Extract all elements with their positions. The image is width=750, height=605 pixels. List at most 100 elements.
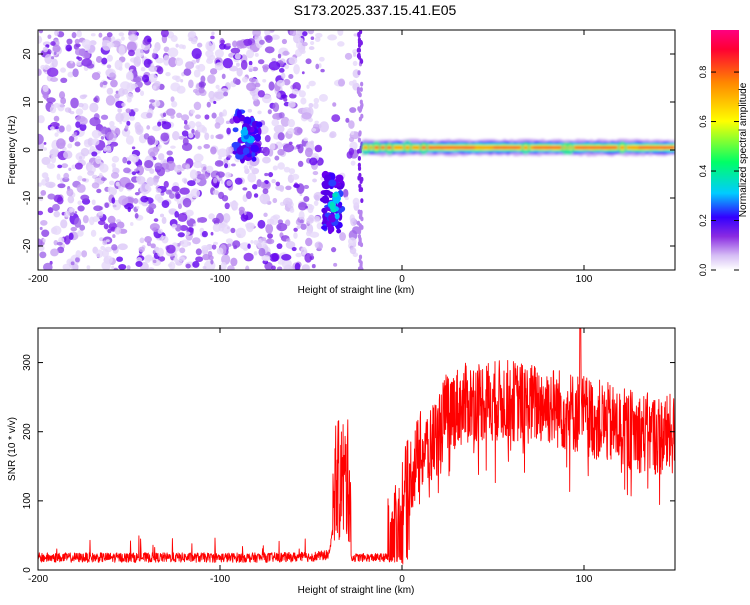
noise-speck: [350, 131, 355, 136]
noise-speck: [73, 132, 78, 136]
noise-speck: [102, 39, 108, 47]
noise-speck: [230, 227, 236, 234]
noise-speck: [77, 205, 85, 212]
noise-speck: [231, 163, 236, 167]
streak-speck: [360, 81, 364, 87]
noise-speck: [71, 31, 77, 39]
noise-speck: [105, 131, 114, 141]
noise-speck: [47, 207, 54, 214]
noise-speck: [75, 121, 81, 129]
noise-speck: [68, 167, 72, 171]
noise-speck: [112, 204, 117, 208]
noise-speck: [180, 239, 190, 248]
noise-speck: [122, 156, 128, 164]
noise-speck: [204, 132, 210, 141]
noise-speck: [214, 91, 225, 100]
noise-speck: [130, 222, 134, 227]
noise-speck: [226, 180, 233, 187]
noise-speck: [348, 136, 355, 143]
noise-speck: [262, 79, 267, 83]
noise-speck: [133, 108, 139, 113]
noise-speck: [91, 151, 98, 157]
noise-speck: [78, 155, 83, 160]
noise-speck: [110, 172, 120, 179]
noise-speck: [274, 155, 280, 161]
noise-speck: [168, 193, 175, 199]
noise-speck: [90, 229, 97, 237]
noise-speck: [111, 197, 116, 204]
spectrogram-x-label: Height of straight line (km): [298, 285, 415, 296]
noise-speck: [305, 237, 313, 247]
noise-speck: [215, 84, 220, 89]
noise-speck: [352, 79, 357, 85]
noise-speck: [74, 38, 80, 45]
noise-speck: [269, 142, 276, 151]
noise-speck: [203, 166, 207, 171]
noise-speck: [173, 165, 182, 173]
noise-speck: [317, 160, 323, 165]
noise-speck: [118, 32, 125, 37]
noise-speck: [226, 127, 231, 135]
feature-speck: [231, 141, 240, 149]
noise-speck: [185, 263, 191, 269]
colorbar-tick-label: 0.4: [698, 165, 708, 178]
noise-speck: [72, 68, 79, 78]
feature-speck: [246, 153, 252, 158]
y-tick-label: 300: [22, 354, 33, 371]
noise-speck: [49, 105, 57, 114]
noise-speck: [205, 41, 213, 51]
noise-speck: [229, 65, 238, 72]
noise-speck: [271, 34, 280, 40]
noise-speck: [303, 137, 309, 142]
noise-speck: [106, 32, 113, 38]
noise-speck: [135, 48, 145, 58]
noise-speck: [285, 241, 296, 249]
noise-speck: [190, 188, 201, 199]
noise-speck: [76, 60, 82, 66]
noise-speck: [51, 103, 55, 108]
noise-speck: [221, 194, 229, 202]
noise-speck: [267, 109, 272, 115]
noise-speck: [201, 244, 209, 251]
noise-speck: [289, 207, 295, 213]
y-tick-label: 20: [22, 48, 33, 60]
noise-speck: [311, 127, 317, 132]
y-tick-label: 0: [22, 567, 33, 573]
noise-speck: [118, 263, 127, 270]
feature-speck: [236, 146, 245, 155]
noise-speck: [259, 39, 265, 45]
noise-speck: [230, 47, 241, 54]
noise-speck: [252, 184, 258, 190]
noise-speck: [213, 241, 219, 246]
noise-speck: [259, 193, 271, 205]
noise-speck: [293, 183, 300, 188]
noise-speck: [107, 140, 112, 145]
noise-speck: [308, 102, 314, 108]
streak-speck: [359, 87, 363, 92]
noise-speck: [308, 46, 315, 51]
noise-speck: [42, 46, 49, 53]
noise-speck: [91, 182, 100, 189]
noise-speck: [198, 87, 205, 94]
noise-speck: [154, 175, 161, 180]
noise-speck: [327, 34, 338, 41]
noise-speck: [38, 210, 44, 216]
noise-speck: [214, 122, 221, 129]
colorbar-label: Normalized spectral amplitude: [738, 82, 749, 217]
streak-speck: [356, 220, 361, 226]
noise-speck: [243, 165, 249, 170]
feature-speck: [254, 133, 261, 142]
noise-speck: [185, 209, 194, 217]
noise-speck: [236, 67, 243, 77]
feature-speck: [236, 109, 242, 119]
noise-speck: [175, 75, 181, 83]
noise-speck: [152, 227, 159, 233]
noise-speck: [248, 64, 254, 72]
noise-speck: [281, 72, 286, 79]
noise-speck: [117, 107, 122, 113]
noise-speck: [95, 155, 102, 165]
noise-speck: [223, 91, 229, 97]
streak-speck: [359, 104, 364, 110]
noise-speck: [51, 56, 55, 60]
noise-speck: [191, 128, 195, 134]
